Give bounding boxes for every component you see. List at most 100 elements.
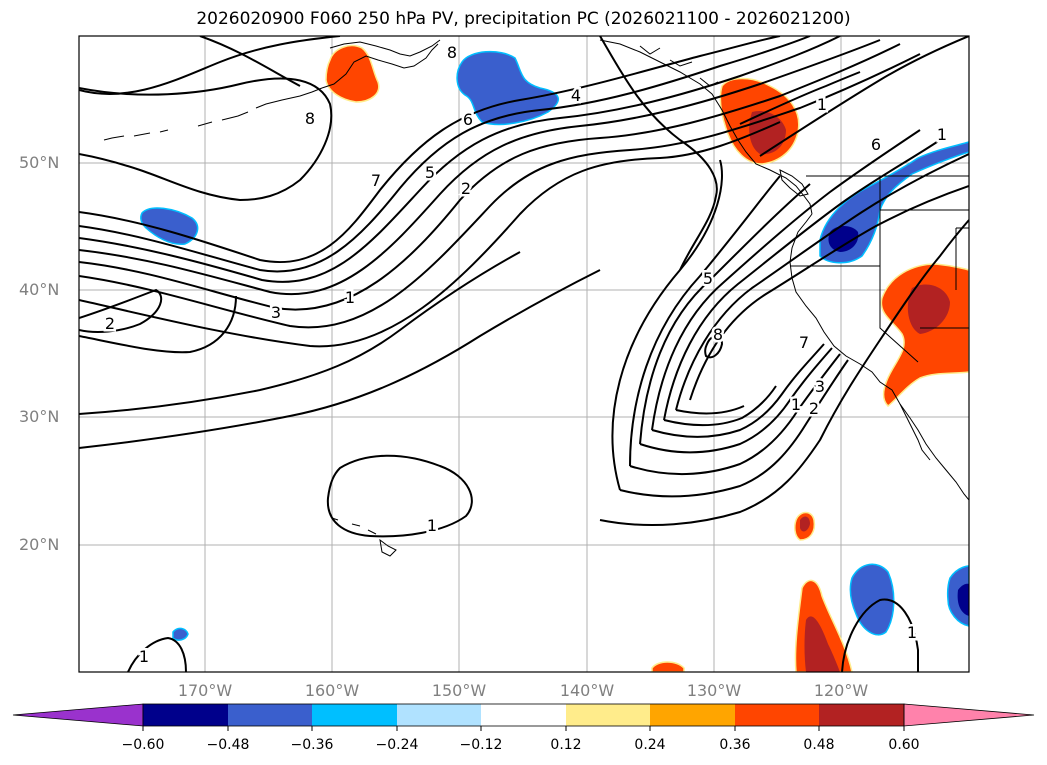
contour-label: 6	[871, 135, 881, 154]
contour-label: 1	[791, 395, 801, 414]
contour-label: 1	[937, 125, 947, 144]
map-title: 2026020900 F060 250 hPa PV, precipitatio…	[196, 9, 851, 29]
contour-label: 5	[425, 163, 435, 182]
lat-label: 20°N	[19, 535, 60, 554]
precip-core-oregon	[828, 226, 859, 252]
contour-line-7	[79, 121, 781, 348]
colorbar-tick-label: −0.12	[459, 737, 503, 753]
precip-blob-small	[172, 627, 189, 641]
contour-trough-close-3	[639, 347, 833, 454]
coast-alaska-gulf	[329, 39, 441, 57]
contour-label: 1	[345, 288, 355, 307]
contour-label: 2	[461, 179, 471, 198]
precip-blob-alaska	[325, 44, 380, 103]
colorbar-tick-label: −0.36	[290, 737, 334, 753]
contour-label: 5	[703, 269, 713, 288]
colorbar-swatch	[735, 704, 819, 726]
contour-label: 3	[271, 303, 281, 322]
contour-bc-ridge	[599, 36, 718, 271]
colorbar-ticks	[142, 726, 905, 731]
precip-core-california	[907, 284, 950, 334]
lat-label: 40°N	[19, 280, 60, 299]
contour-line-2	[79, 36, 811, 273]
lon-label: 150°W	[431, 681, 487, 700]
contour-inner-8	[704, 335, 724, 359]
colorbar-tick-label: 0.60	[888, 737, 920, 753]
contour-line-1	[79, 36, 781, 263]
precip-core-tropical-2	[804, 616, 840, 672]
colorbar-tick-label: 0.24	[634, 737, 666, 753]
contour-label: 8	[305, 109, 315, 128]
coast-alaska-peninsula	[103, 87, 323, 141]
map-area: 8 4 6 7 5 2 2 3 1 1 1 1 5 8 7 3 2 1 6 1 …	[79, 36, 969, 672]
contour-line-3	[79, 36, 841, 283]
colorbar-extend-left	[12, 703, 144, 727]
contour-trough-close-5	[663, 385, 777, 427]
contour-trough-close-6	[675, 405, 745, 415]
contour-bottom-right	[841, 598, 919, 672]
gridlines	[79, 36, 969, 672]
contour-label: 1	[907, 623, 917, 642]
precip-core-tropical-1	[800, 516, 810, 532]
coast-alaska-south	[321, 43, 439, 89]
contour-ridge-outer	[79, 36, 341, 95]
contour-trough-2	[629, 175, 781, 467]
colorbar-swatch	[481, 704, 566, 726]
contour-label: 4	[571, 86, 581, 105]
colorbar-tick-label: 0.12	[550, 737, 582, 753]
colorbar-swatch	[819, 704, 904, 726]
contour-trough-outer	[599, 219, 969, 527]
colorbar-frame	[142, 703, 905, 727]
contour-trough-7	[689, 185, 969, 401]
contour-line-5	[79, 43, 901, 311]
contour-labels: 8 4 6 7 5 2 2 3 1 1 1 1 5 8 7 3 2 1 6 1 …	[102, 41, 949, 669]
contour-trough-close-2	[629, 353, 841, 476]
contour-bottom-left	[127, 636, 187, 672]
coast-vancouver-island	[779, 169, 809, 197]
colorbar-tick-label: −0.48	[206, 737, 250, 753]
lon-label: 130°W	[686, 681, 742, 700]
colorbar-tick-label: 0.48	[803, 737, 835, 753]
contour-ridge-alaska	[79, 77, 333, 202]
lon-label: 170°W	[177, 681, 233, 700]
contour-label: 8	[447, 43, 457, 62]
contour-west-4	[79, 269, 601, 449]
lon-label: 140°W	[559, 681, 615, 700]
lon-label: 160°W	[304, 681, 360, 700]
contour-bc-3	[759, 36, 969, 157]
contour-label: 1	[139, 647, 149, 666]
contour-ridge-3	[199, 36, 301, 87]
contour-label: 3	[815, 377, 825, 396]
contour-label: 1	[427, 516, 437, 535]
contour-trough-6	[675, 153, 969, 411]
colorbar	[12, 703, 1035, 731]
precip-negative-areas	[140, 50, 969, 641]
border-ca-nevada	[879, 266, 919, 363]
precip-blob-tropical-3	[651, 661, 685, 672]
contour-trough-close-1	[619, 359, 849, 498]
precip-core-subtropics-2	[957, 583, 969, 616]
lat-label: 50°N	[19, 153, 60, 172]
contour-trough-close-4	[651, 343, 825, 438]
colorbar-swatch	[650, 704, 735, 726]
contour-trough-4	[651, 129, 921, 431]
colorbar-swatch	[312, 704, 397, 726]
colorbar-extend-right	[903, 703, 1035, 727]
lon-label: 120°W	[813, 681, 869, 700]
coast-panhandle	[599, 39, 813, 215]
contour-west-3	[79, 251, 521, 415]
contour-label: 1	[817, 95, 827, 114]
lat-label: 30°N	[19, 407, 60, 426]
colorbar-swatch	[228, 704, 312, 726]
contour-label: 8	[713, 325, 723, 344]
contour-west-2	[79, 295, 237, 354]
contour-label: 6	[463, 110, 473, 129]
contour-label: 2	[105, 314, 115, 333]
contour-west-loop	[79, 288, 163, 333]
contour-line-6	[79, 53, 921, 329]
contour-label: 7	[799, 333, 809, 352]
coast-baja	[899, 403, 931, 461]
colorbar-swatch	[143, 704, 228, 726]
contour-line-4	[79, 39, 881, 296]
